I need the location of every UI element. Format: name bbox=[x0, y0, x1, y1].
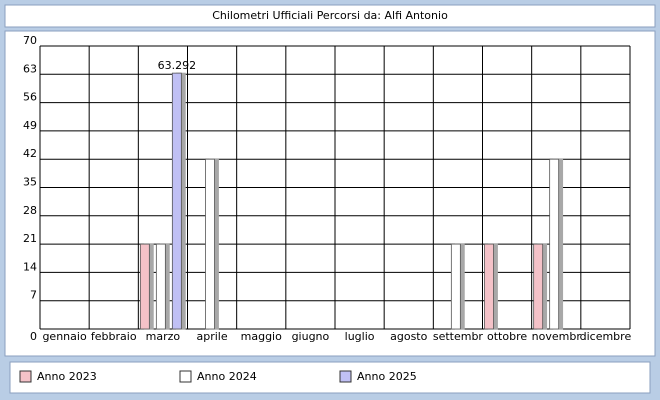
y-tick-label: 28 bbox=[23, 204, 37, 217]
x-tick-label: gennaio bbox=[42, 330, 86, 343]
y-tick-label: 42 bbox=[23, 147, 37, 160]
bar bbox=[450, 243, 461, 330]
x-tick-label: marzo bbox=[146, 330, 181, 343]
chart-title: Chilometri Ufficiali Percorsi da: Alfi A… bbox=[212, 9, 448, 22]
bar bbox=[533, 243, 544, 330]
title-box bbox=[4, 4, 656, 28]
y-tick-label: 0 bbox=[30, 330, 37, 343]
legend-swatch bbox=[19, 370, 32, 383]
y-tick-label: 63 bbox=[23, 62, 37, 75]
y-tick-label: 35 bbox=[23, 176, 37, 189]
legend-label: Anno 2025 bbox=[357, 370, 417, 383]
legend-box bbox=[9, 361, 651, 394]
x-tick-label: ottobre bbox=[487, 330, 527, 343]
data-label: 63.292 bbox=[158, 59, 197, 72]
x-tick-label: aprile bbox=[197, 330, 228, 343]
bar bbox=[205, 158, 215, 330]
legend-label: Anno 2023 bbox=[37, 370, 97, 383]
x-tick-label: novembr bbox=[532, 330, 582, 343]
y-tick-label: 70 bbox=[23, 34, 37, 47]
x-tick-label: agosto bbox=[390, 330, 427, 343]
x-tick-label: giugno bbox=[292, 330, 330, 343]
bar bbox=[139, 243, 150, 330]
y-tick-label: 14 bbox=[23, 260, 37, 273]
y-tick-label: 56 bbox=[23, 91, 37, 104]
bar bbox=[171, 72, 182, 330]
x-tick-label: febbraio bbox=[91, 330, 137, 343]
x-tick-label: dicembre bbox=[580, 330, 632, 343]
legend-swatch bbox=[179, 370, 192, 383]
bar bbox=[549, 158, 560, 330]
bar bbox=[155, 243, 166, 330]
y-tick-label: 21 bbox=[23, 232, 37, 245]
y-tick-label: 7 bbox=[30, 289, 37, 302]
x-tick-label: luglio bbox=[345, 330, 375, 343]
x-tick-label: settembr bbox=[433, 330, 484, 343]
bar bbox=[484, 243, 494, 330]
legend-swatch bbox=[339, 370, 352, 383]
plot-panel bbox=[4, 30, 656, 357]
legend-label: Anno 2024 bbox=[197, 370, 257, 383]
x-tick-label: maggio bbox=[241, 330, 282, 343]
y-tick-label: 49 bbox=[23, 119, 37, 132]
